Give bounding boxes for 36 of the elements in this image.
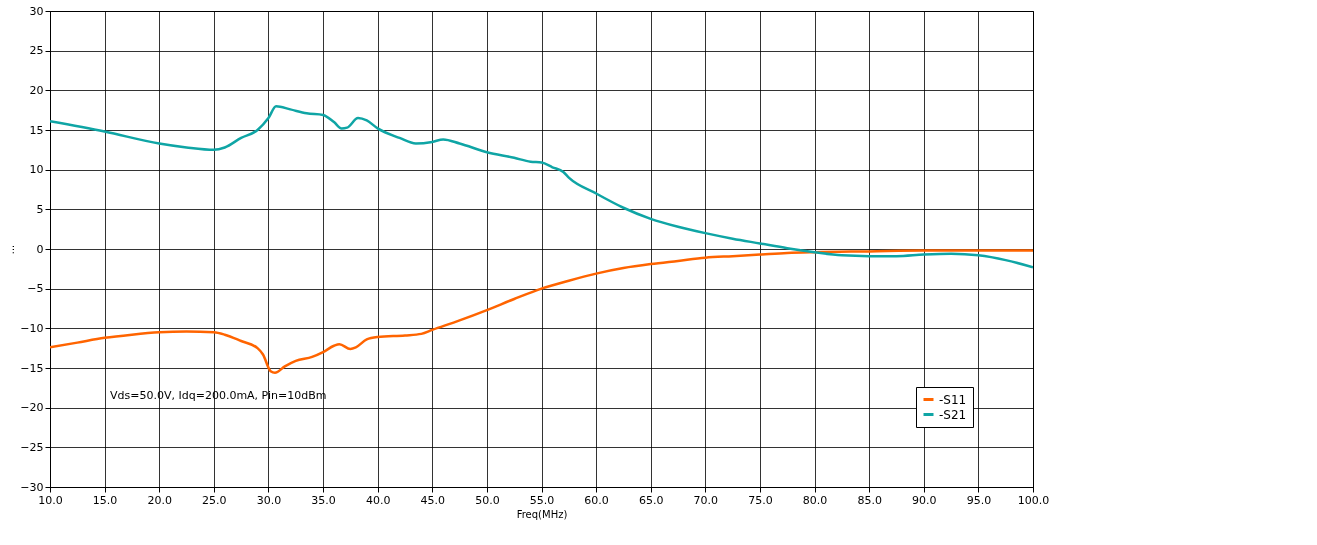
x-tick-label: 65.0 xyxy=(638,493,664,507)
y-tick-label: −20 xyxy=(20,401,44,415)
x-tick-label: 10.0 xyxy=(38,493,63,507)
x-tick-label: 100.0 xyxy=(1017,493,1050,507)
x-tick-label: 25.0 xyxy=(202,493,227,507)
x-tick-label: 70.0 xyxy=(693,493,719,507)
y-tick-label: −15 xyxy=(20,361,44,375)
y-tick-label: 30 xyxy=(29,4,44,18)
legend-label: -S11 xyxy=(939,392,967,407)
x-tick-label: 20.0 xyxy=(147,493,172,507)
x-tick-label: 60.0 xyxy=(584,493,609,507)
x-tick-label: 40.0 xyxy=(365,493,391,507)
y-tick-label: −10 xyxy=(20,321,44,335)
y-tick-label: 5 xyxy=(36,202,44,216)
y-tick-label: −30 xyxy=(20,480,44,494)
x-tick-label: 95.0 xyxy=(966,493,992,507)
x-tick-label: 35.0 xyxy=(311,493,336,507)
x-tick-label: 30.0 xyxy=(256,493,282,507)
legend-label: -S21 xyxy=(939,407,967,422)
x-tick-label: 90.0 xyxy=(912,493,937,507)
y-tick-label: −25 xyxy=(20,440,44,454)
y-tick-label: 20 xyxy=(29,83,44,97)
x-tick-label: 50.0 xyxy=(475,493,500,507)
x-tick-label: 15.0 xyxy=(92,493,118,507)
y-tick-label: 25 xyxy=(29,44,44,58)
x-tick-label: 55.0 xyxy=(529,493,555,507)
x-tick-label: 80.0 xyxy=(802,493,828,507)
y-tick-label: −5 xyxy=(27,282,44,296)
y-tick-label: 15 xyxy=(29,123,44,137)
x-tick-label: 75.0 xyxy=(748,493,773,507)
y-tick-label: 0 xyxy=(36,242,44,256)
x-axis-title: Freq(MHz) xyxy=(516,508,568,520)
y-axis-title: ... xyxy=(5,244,17,255)
x-tick-label: 85.0 xyxy=(857,493,882,507)
y-tick-label: 10 xyxy=(29,163,44,177)
x-tick-label: 45.0 xyxy=(420,493,446,507)
